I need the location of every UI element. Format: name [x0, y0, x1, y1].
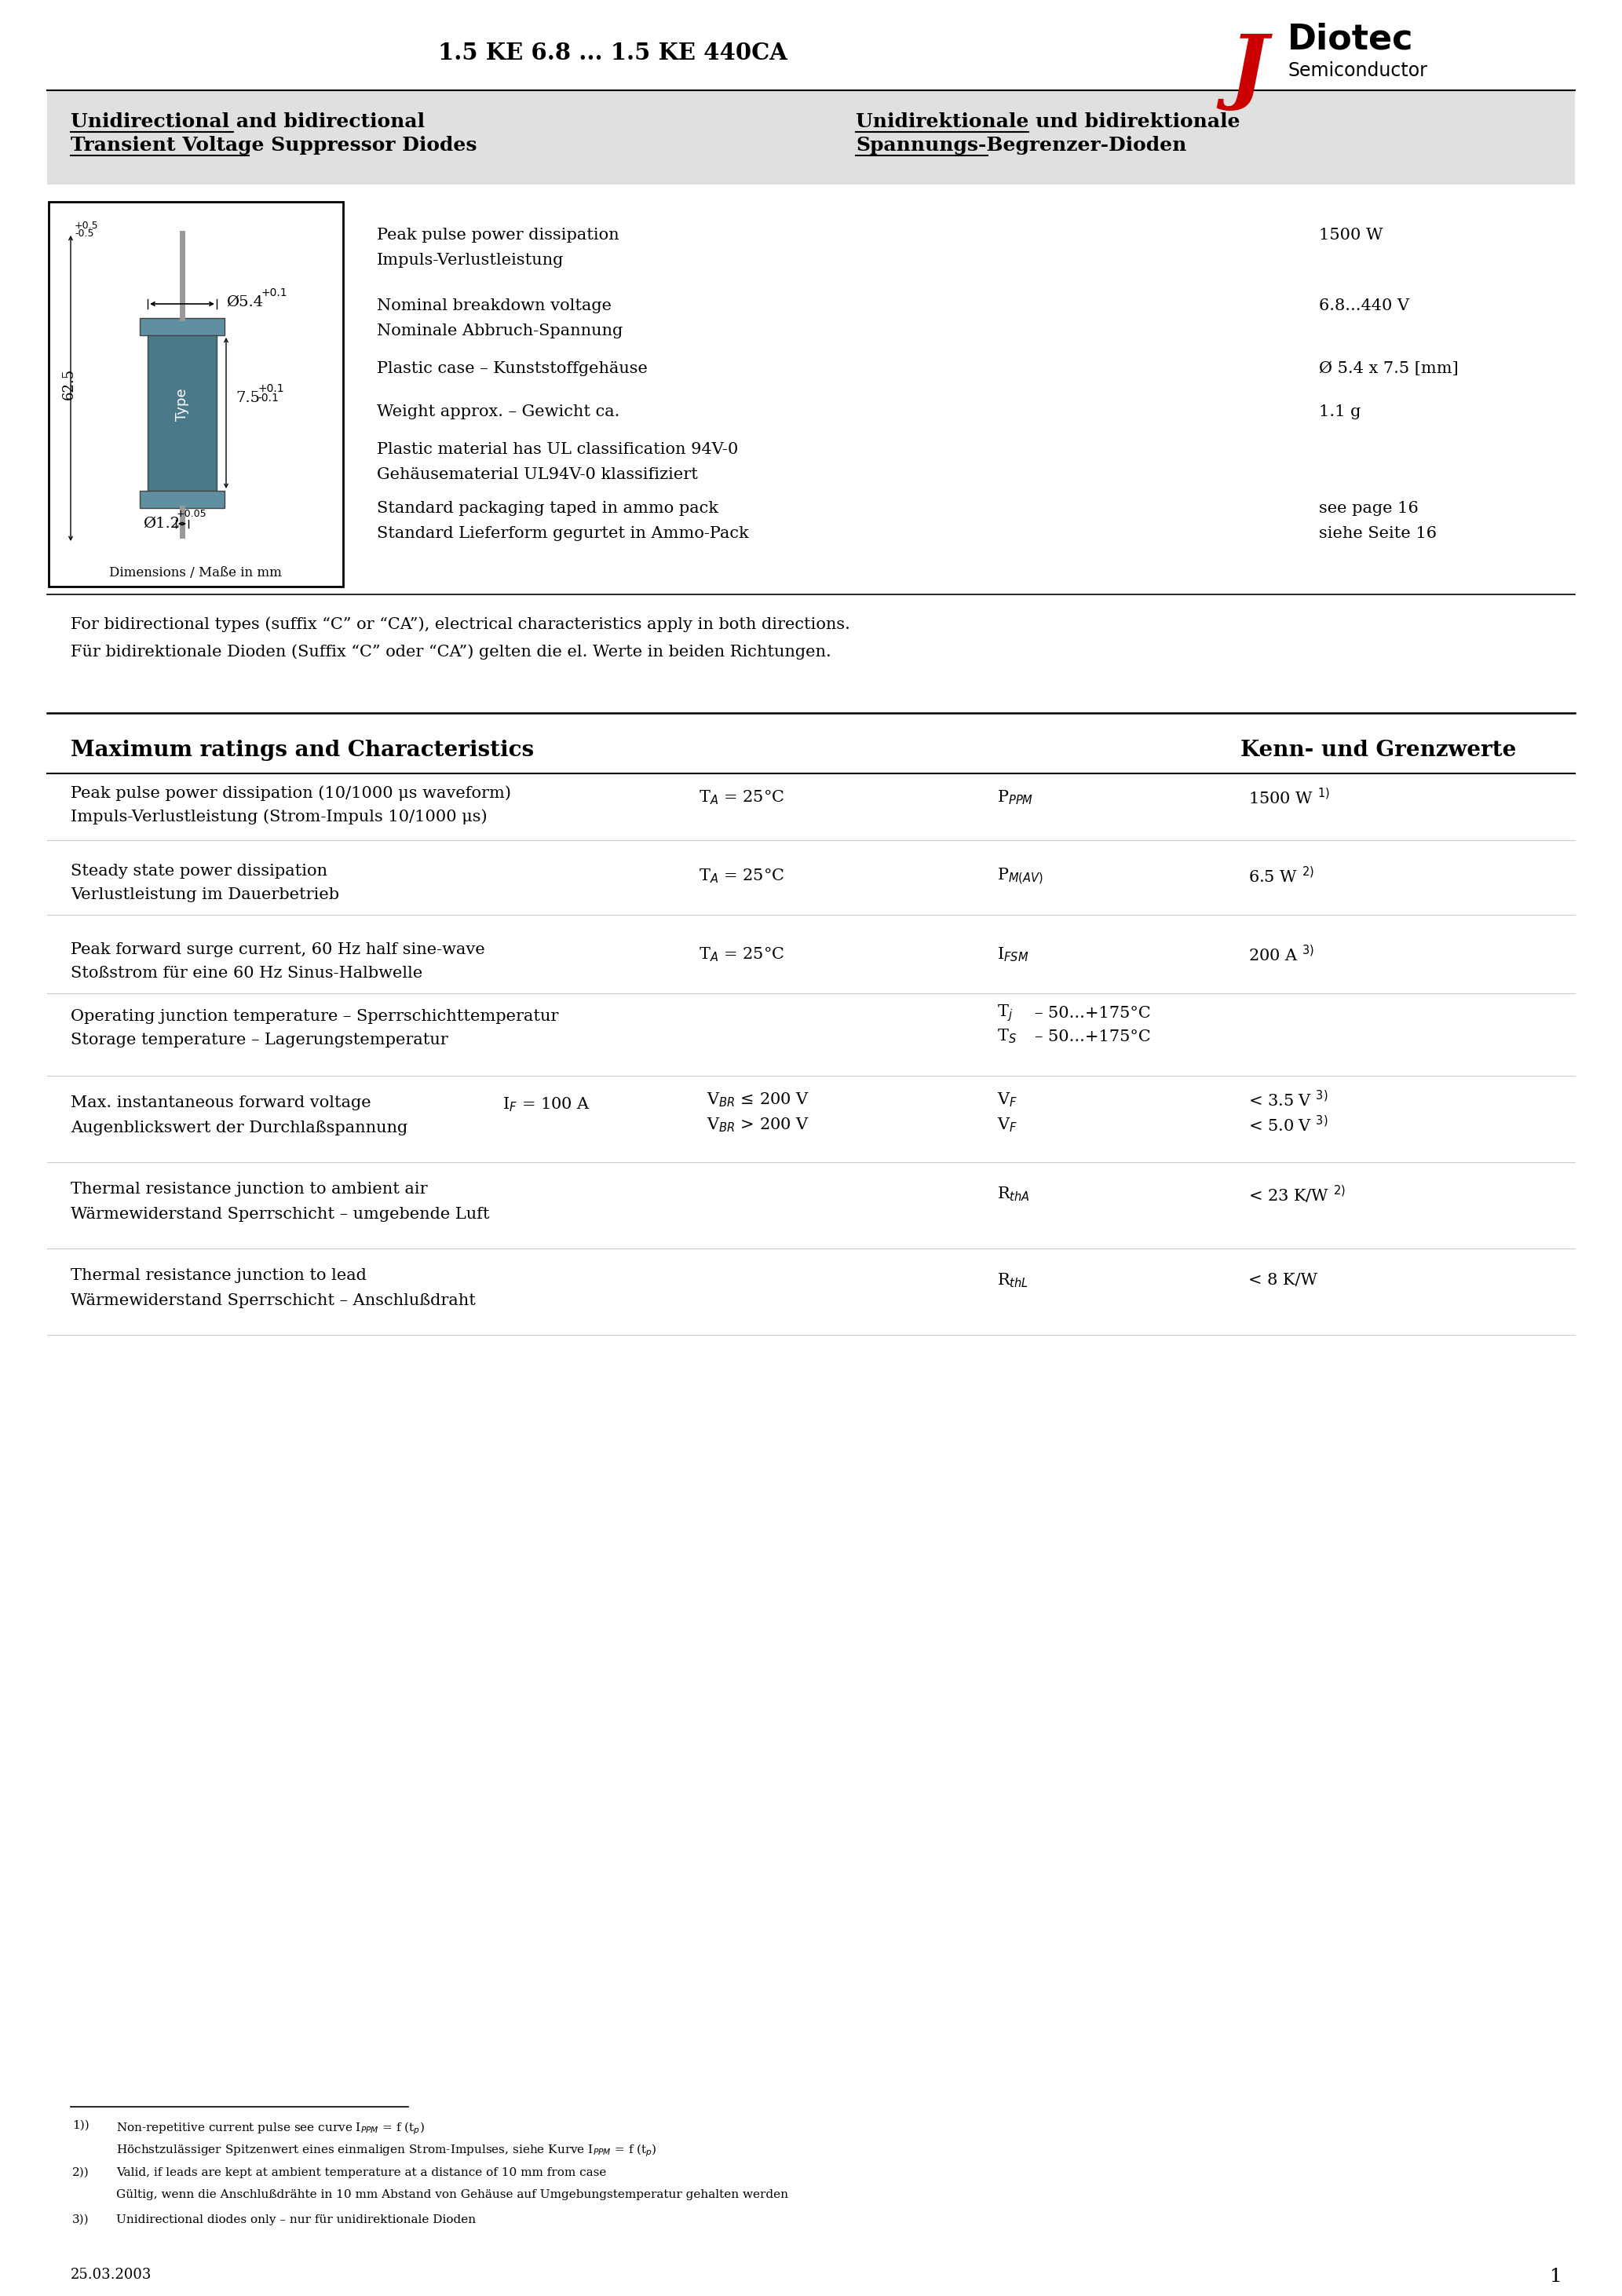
Text: Plastic material has UL classification 94V-0: Plastic material has UL classification 9… [376, 443, 738, 457]
Text: R$_{thA}$: R$_{thA}$ [998, 1185, 1030, 1203]
Text: Valid, if leads are kept at ambient temperature at a distance of 10 mm from case: Valid, if leads are kept at ambient temp… [117, 2167, 607, 2179]
Text: < 3.5 V $^{3)}$: < 3.5 V $^{3)}$ [1249, 1091, 1328, 1109]
Text: I$_{FSM}$: I$_{FSM}$ [998, 946, 1028, 964]
Text: -0.5: -0.5 [75, 230, 94, 239]
Text: T$_A$ = 25°C: T$_A$ = 25°C [699, 790, 785, 806]
Text: Impuls-Verlustleistung (Strom-Impuls 10/1000 μs): Impuls-Verlustleistung (Strom-Impuls 10/… [71, 808, 487, 824]
Text: 2)): 2)) [73, 2167, 89, 2179]
Text: 62.5: 62.5 [62, 367, 76, 400]
Text: V$_F$: V$_F$ [998, 1116, 1017, 1134]
Text: V$_{BR}$ > 200 V: V$_{BR}$ > 200 V [707, 1116, 809, 1134]
Text: P$_{PPM}$: P$_{PPM}$ [998, 790, 1033, 806]
Text: Diotec: Diotec [1288, 23, 1413, 55]
Text: V$_F$: V$_F$ [998, 1091, 1017, 1109]
Text: For bidirectional types (suffix “C” or “CA”), electrical characteristics apply i: For bidirectional types (suffix “C” or “… [71, 615, 850, 631]
Text: Spannungs-Begrenzer-Dioden: Spannungs-Begrenzer-Dioden [856, 135, 1187, 154]
Text: I$_F$ = 100 A: I$_F$ = 100 A [503, 1095, 590, 1114]
Text: Standard packaging taped in ammo pack: Standard packaging taped in ammo pack [376, 501, 719, 517]
Text: +0.1: +0.1 [258, 383, 284, 395]
Text: -0.1: -0.1 [258, 393, 279, 404]
Bar [139, 491, 224, 507]
Text: +0.05: +0.05 [177, 510, 208, 519]
Text: T$_A$ = 25°C: T$_A$ = 25°C [699, 946, 785, 964]
Text: – 50...+175°C: – 50...+175°C [1035, 1029, 1150, 1045]
Bar [139, 319, 224, 335]
Text: Operating junction temperature – Sperrschichttemperatur: Operating junction temperature – Sperrsc… [71, 1008, 558, 1024]
Text: 6.5 W $^{2)}$: 6.5 W $^{2)}$ [1249, 866, 1314, 886]
Text: J: J [1229, 30, 1267, 110]
Text: Storage temperature – Lagerungstemperatur: Storage temperature – Lagerungstemperatu… [71, 1033, 448, 1047]
Text: Non-repetitive current pulse see curve I$_{PPM}$ = f (t$_p$): Non-repetitive current pulse see curve I… [117, 2119, 425, 2135]
Text: Weight approx. – Gewicht ca.: Weight approx. – Gewicht ca. [376, 404, 620, 420]
Text: Wärmewiderstand Sperrschicht – Anschlußdraht: Wärmewiderstand Sperrschicht – Anschlußd… [71, 1293, 475, 1309]
Text: Nominale Abbruch-Spannung: Nominale Abbruch-Spannung [376, 324, 623, 338]
Text: Höchstzulässiger Spitzenwert eines einmaligen Strom-Impulses, siehe Kurve I$_{PP: Höchstzulässiger Spitzenwert eines einma… [117, 2142, 657, 2158]
Text: Ø5.4: Ø5.4 [225, 296, 263, 310]
Text: T$_{S}$: T$_{S}$ [998, 1029, 1017, 1045]
Text: Dimensions / Maße in mm: Dimensions / Maße in mm [109, 565, 282, 579]
Text: see page 16: see page 16 [1319, 501, 1419, 517]
Text: 6.8...440 V: 6.8...440 V [1319, 298, 1410, 312]
Text: Augenblickswert der Durchlaßspannung: Augenblickswert der Durchlaßspannung [71, 1120, 407, 1137]
Text: 1500 W: 1500 W [1319, 227, 1384, 243]
Text: 1500 W $^{1)}$: 1500 W $^{1)}$ [1249, 788, 1330, 808]
Text: Unidirectional diodes only – nur für unidirektionale Dioden: Unidirectional diodes only – nur für uni… [117, 2213, 475, 2225]
Text: Ø1.2: Ø1.2 [143, 517, 180, 530]
Text: T$_{j}$: T$_{j}$ [998, 1003, 1012, 1024]
Text: Für bidirektionale Dioden (Suffix “C” oder “CA”) gelten die el. Werte in beiden : Für bidirektionale Dioden (Suffix “C” od… [71, 643, 830, 659]
Text: Kenn- und Grenzwerte: Kenn- und Grenzwerte [1241, 739, 1517, 760]
Text: Type: Type [175, 388, 190, 420]
Text: Peak pulse power dissipation: Peak pulse power dissipation [376, 227, 620, 243]
Text: 1.1 g: 1.1 g [1319, 404, 1361, 420]
Text: +0.5: +0.5 [75, 220, 99, 232]
Text: Gültig, wenn die Anschlußdrähte in 10 mm Abstand von Gehäuse auf Umgebungstemper: Gültig, wenn die Anschlußdrähte in 10 mm… [117, 2188, 788, 2200]
Text: T$_A$ = 25°C: T$_A$ = 25°C [699, 868, 785, 886]
Text: 1: 1 [1551, 2268, 1562, 2287]
Text: 1)): 1)) [73, 2119, 89, 2131]
Text: 1.5 KE 6.8 ... 1.5 KE 440CA: 1.5 KE 6.8 ... 1.5 KE 440CA [438, 41, 787, 64]
Text: – 50...+175°C: – 50...+175°C [1035, 1006, 1150, 1019]
Text: Nominal breakdown voltage: Nominal breakdown voltage [376, 298, 611, 312]
Text: Thermal resistance junction to ambient air: Thermal resistance junction to ambient a… [71, 1182, 428, 1196]
Text: Max. instantaneous forward voltage: Max. instantaneous forward voltage [71, 1095, 371, 1111]
Bar [148, 335, 217, 491]
Text: siehe Seite 16: siehe Seite 16 [1319, 526, 1437, 542]
Text: Ø 5.4 x 7.5 [mm]: Ø 5.4 x 7.5 [mm] [1319, 360, 1458, 377]
Text: 200 A $^{3)}$: 200 A $^{3)}$ [1249, 946, 1314, 964]
Text: R$_{thL}$: R$_{thL}$ [998, 1272, 1028, 1290]
Bar [49, 202, 344, 585]
Text: Transient Voltage Suppressor Diodes: Transient Voltage Suppressor Diodes [71, 135, 477, 154]
Text: Maximum ratings and Characteristics: Maximum ratings and Characteristics [71, 739, 534, 760]
Text: < 5.0 V $^{3)}$: < 5.0 V $^{3)}$ [1249, 1116, 1328, 1134]
Text: 3)): 3)) [73, 2213, 89, 2225]
Text: Stoßstrom für eine 60 Hz Sinus-Halbwelle: Stoßstrom für eine 60 Hz Sinus-Halbwelle [71, 967, 423, 980]
Text: Verlustleistung im Dauerbetrieb: Verlustleistung im Dauerbetrieb [71, 886, 339, 902]
Text: Steady state power dissipation: Steady state power dissipation [71, 863, 328, 879]
Text: P$_{M(AV)}$: P$_{M(AV)}$ [998, 866, 1043, 886]
Text: < 23 K/W $^{2)}$: < 23 K/W $^{2)}$ [1249, 1185, 1346, 1205]
Text: Standard Lieferform gegurtet in Ammo-Pack: Standard Lieferform gegurtet in Ammo-Pac… [376, 526, 749, 542]
Text: Unidirektionale und bidirektionale: Unidirektionale und bidirektionale [856, 113, 1241, 131]
Text: Gehäusematerial UL94V-0 klassifiziert: Gehäusematerial UL94V-0 klassifiziert [376, 466, 697, 482]
Text: 7.5: 7.5 [235, 390, 260, 404]
Text: Semiconductor: Semiconductor [1288, 62, 1427, 80]
Text: V$_{BR}$ ≤ 200 V: V$_{BR}$ ≤ 200 V [707, 1091, 809, 1109]
Text: Wärmewiderstand Sperrschicht – umgebende Luft: Wärmewiderstand Sperrschicht – umgebende… [71, 1208, 490, 1221]
Text: Peak forward surge current, 60 Hz half sine-wave: Peak forward surge current, 60 Hz half s… [71, 941, 485, 957]
Text: Peak pulse power dissipation (10/1000 μs waveform): Peak pulse power dissipation (10/1000 μs… [71, 785, 511, 801]
Text: < 8 K/W: < 8 K/W [1249, 1274, 1317, 1288]
Text: 25.03.2003: 25.03.2003 [71, 2268, 152, 2282]
Text: Impuls-Verlustleistung: Impuls-Verlustleistung [376, 253, 564, 269]
Text: Thermal resistance junction to lead: Thermal resistance junction to lead [71, 1267, 367, 1283]
Bar [47, 90, 1575, 184]
Text: Plastic case – Kunststoffgehäuse: Plastic case – Kunststoffgehäuse [376, 360, 647, 377]
Text: +0.1: +0.1 [261, 287, 287, 298]
Text: Unidirectional and bidirectional: Unidirectional and bidirectional [71, 113, 425, 131]
